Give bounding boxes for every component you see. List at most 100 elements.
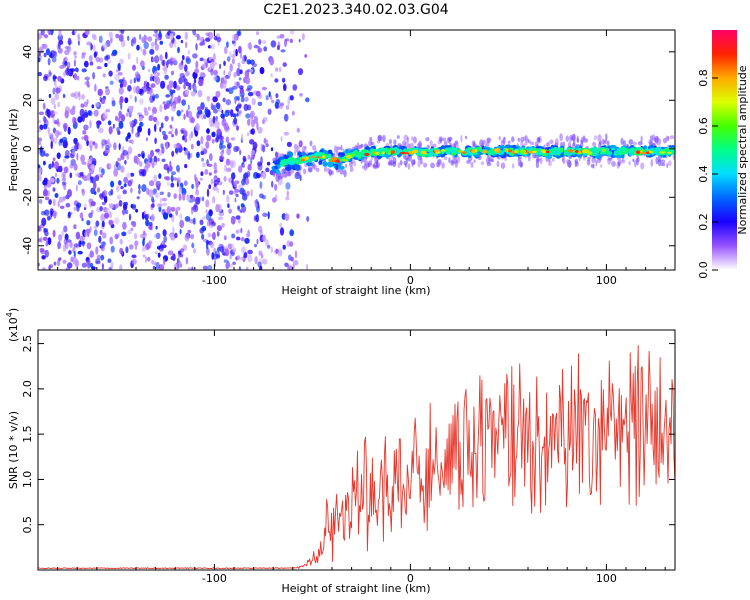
noise-speck: [52, 111, 58, 115]
noise-speck: [150, 213, 155, 222]
noise-speck: [232, 261, 236, 265]
noise-speck: [180, 39, 184, 44]
ridge-halo: [339, 169, 345, 175]
noise-speck: [223, 235, 227, 241]
noise-speck: [228, 208, 233, 214]
noise-speck: [247, 254, 253, 263]
ridge-halo: [382, 134, 386, 143]
colorbar-tick-label: 0.4: [697, 165, 710, 183]
ridge-peak: [301, 158, 305, 162]
noise-speck: [225, 136, 230, 144]
noise-speck: [59, 205, 65, 209]
ridge-core: [499, 150, 505, 155]
noise-speck: [42, 115, 46, 122]
ridge-halo: [500, 139, 505, 147]
noise-speck: [127, 105, 134, 115]
noise-speck: [53, 137, 58, 144]
ridge-halo: [650, 159, 654, 167]
noise-speck: [204, 108, 208, 115]
noise-speck: [191, 242, 195, 249]
noise-speck: [114, 115, 119, 122]
noise-speck: [154, 43, 159, 51]
noise-speck: [236, 108, 240, 112]
noise-speck: [299, 174, 302, 182]
ridge-core: [370, 148, 375, 152]
noise-speck: [193, 217, 196, 225]
ridge-peak: [505, 148, 509, 153]
noise-speck: [197, 90, 203, 98]
ridge-halo: [496, 160, 500, 168]
x-tick-label: 100: [596, 274, 617, 287]
noise-speck: [70, 256, 74, 263]
noise-speck: [184, 64, 188, 72]
noise-speck: [190, 152, 193, 158]
noise-speck: [159, 40, 164, 45]
noise-speck: [66, 262, 73, 269]
noise-speck: [132, 222, 137, 228]
noise-speck: [154, 70, 159, 78]
noise-speck: [99, 96, 102, 102]
noise-speck: [193, 248, 197, 254]
ridge-halo: [294, 149, 297, 156]
noise-speck: [148, 224, 153, 230]
noise-speck: [99, 206, 103, 212]
noise-speck: [149, 88, 153, 94]
noise-speck: [291, 110, 295, 116]
noise-speck: [92, 176, 97, 183]
ridge-halo: [562, 156, 566, 165]
ridge-halo: [331, 170, 334, 175]
noise-speck: [226, 167, 232, 172]
noise-speck: [219, 63, 222, 70]
noise-speck: [111, 100, 116, 107]
noise-speck: [279, 222, 283, 228]
noise-speck: [206, 159, 209, 167]
ridge-core: [552, 147, 560, 152]
noise-speck: [172, 59, 178, 66]
noise-speck: [207, 232, 212, 238]
noise-speck: [194, 68, 200, 74]
noise-speck: [203, 238, 208, 243]
noise-speck: [117, 130, 121, 136]
noise-speck: [43, 52, 47, 58]
noise-speck: [129, 244, 134, 250]
noise-speck: [154, 234, 157, 239]
noise-speck: [45, 48, 51, 56]
ridge-halo: [336, 146, 341, 151]
noise-speck: [105, 207, 111, 214]
noise-speck: [247, 85, 253, 90]
noise-speck: [120, 250, 124, 256]
noise-speck: [151, 203, 155, 208]
noise-speck: [145, 219, 150, 227]
noise-speck: [171, 134, 175, 138]
noise-speck: [62, 196, 66, 201]
noise-speck: [64, 56, 68, 62]
noise-speck: [261, 86, 267, 91]
ridge-peak: [372, 151, 376, 154]
noise-speck: [257, 261, 262, 268]
noise-speck: [94, 102, 100, 107]
noise-speck: [110, 180, 115, 188]
ridge-peak: [390, 150, 396, 154]
noise-speck: [241, 59, 246, 64]
noise-speck: [186, 109, 189, 118]
noise-speck: [181, 187, 187, 196]
ridge-halo: [603, 139, 606, 145]
noise-speck: [41, 267, 47, 270]
noise-speck: [219, 142, 223, 150]
noise-speck: [122, 149, 128, 156]
noise-speck: [203, 58, 207, 63]
noise-speck: [100, 254, 105, 261]
noise-speck: [43, 75, 48, 82]
ridge-halo: [312, 145, 317, 151]
noise-speck: [227, 243, 233, 250]
noise-speck: [151, 113, 154, 121]
ridge-halo: [411, 136, 414, 141]
noise-speck: [170, 233, 176, 241]
noise-speck: [58, 165, 63, 173]
noise-speck: [116, 68, 119, 73]
noise-speck: [139, 98, 144, 105]
noise-speck: [93, 109, 99, 117]
ridge-halo: [535, 158, 540, 163]
noise-speck: [207, 221, 209, 227]
